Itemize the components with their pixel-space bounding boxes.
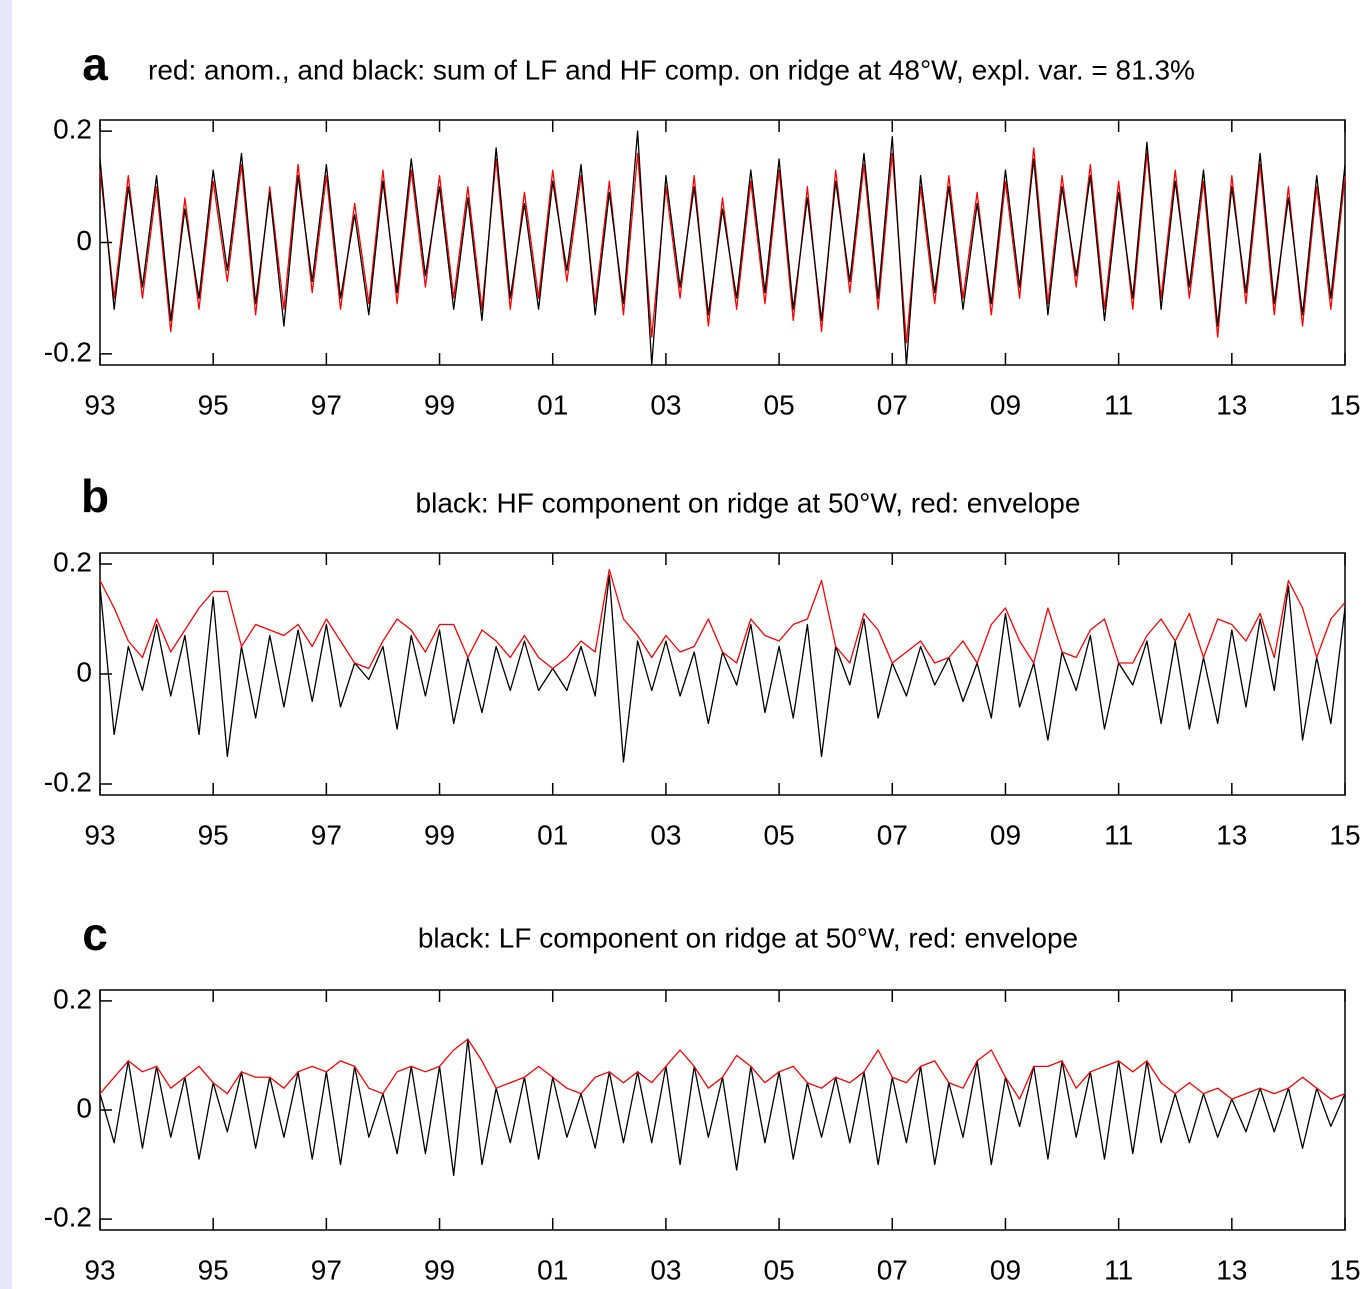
x-tick-label: 97 — [311, 389, 342, 420]
y-tick-label: 0.2 — [53, 546, 92, 577]
x-tick-label: 11 — [1104, 819, 1133, 850]
y-tick-label: 0 — [76, 656, 92, 687]
data-line — [99, 1038, 1346, 1100]
x-tick-label: 95 — [198, 819, 229, 850]
x-tick-label: 15 — [1329, 389, 1360, 420]
x-tick-label: 97 — [311, 1254, 342, 1285]
axes-box — [99, 552, 1346, 796]
panel-title: black: HF component on ridge at 50°W, re… — [416, 487, 1081, 518]
x-tick-label: 03 — [650, 389, 681, 420]
data-line — [99, 574, 1346, 763]
x-tick-label: 09 — [990, 1254, 1021, 1285]
x-tick-label: 01 — [537, 389, 568, 420]
x-tick-label: 01 — [537, 819, 568, 850]
data-line — [99, 568, 1346, 670]
x-tick-label: 95 — [198, 389, 229, 420]
x-tick-label: 93 — [84, 389, 115, 420]
x-tick-label: 15 — [1329, 819, 1360, 850]
y-tick-label: 0 — [76, 225, 92, 256]
x-tick-label: 05 — [764, 389, 795, 420]
x-tick-label: 95 — [198, 1254, 229, 1285]
y-tick-label: 0.2 — [53, 983, 92, 1014]
panel-letter: a — [82, 38, 108, 90]
y-tick-label: -0.2 — [44, 336, 92, 367]
x-tick-label: 09 — [990, 389, 1021, 420]
panel-title: red: anom., and black: sum of LF and HF … — [148, 54, 1195, 85]
x-tick-label: 01 — [537, 1254, 568, 1285]
y-tick-label: -0.2 — [44, 766, 92, 797]
x-tick-label: 07 — [877, 389, 908, 420]
data-line — [99, 147, 1346, 344]
x-tick-label: 05 — [764, 1254, 795, 1285]
data-line — [99, 130, 1346, 366]
x-tick-label: 99 — [424, 389, 455, 420]
axes-box — [99, 119, 1346, 366]
x-tick-label: 13 — [1216, 389, 1247, 420]
data-line — [99, 1038, 1346, 1177]
x-tick-label: 07 — [877, 1254, 908, 1285]
x-tick-label: 93 — [84, 1254, 115, 1285]
panel-title: black: LF component on ridge at 50°W, re… — [418, 922, 1078, 953]
panel-letter: c — [82, 908, 108, 960]
x-tick-label: 05 — [764, 819, 795, 850]
side-strip — [0, 0, 12, 1289]
x-tick-label: 13 — [1216, 1254, 1247, 1285]
x-tick-label: 99 — [424, 819, 455, 850]
x-tick-label: 03 — [650, 819, 681, 850]
x-tick-label: 13 — [1216, 819, 1247, 850]
x-tick-label: 99 — [424, 1254, 455, 1285]
axes-box — [99, 989, 1346, 1231]
y-tick-label: 0 — [76, 1092, 92, 1123]
x-tick-label: 07 — [877, 819, 908, 850]
y-tick-label: 0.2 — [53, 114, 92, 145]
panel-letter: b — [81, 470, 109, 522]
x-tick-label: 97 — [311, 819, 342, 850]
x-tick-label: 11 — [1104, 1254, 1133, 1285]
x-tick-label: 03 — [650, 1254, 681, 1285]
x-tick-label: 09 — [990, 819, 1021, 850]
x-tick-label: 93 — [84, 819, 115, 850]
x-tick-label: 11 — [1104, 389, 1133, 420]
y-tick-label: -0.2 — [44, 1201, 92, 1232]
x-tick-label: 15 — [1329, 1254, 1360, 1285]
